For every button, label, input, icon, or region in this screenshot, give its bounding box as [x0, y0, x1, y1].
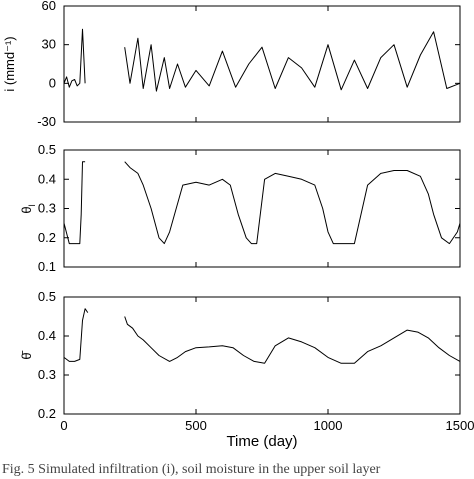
ylabel-middle: θl: [19, 204, 37, 213]
xtick-label: 1500: [446, 418, 474, 433]
xlabel: Time (day): [226, 433, 297, 450]
ticks-layer: -30 0 30 60 0.1 0.2 0.3 0.4 0.5 0.2 0.3 0.4 0.5 0 500 1…: [37, 0, 474, 433]
series-line-top: [63, 28, 461, 92]
ylabel-top: i (mmd⁻¹): [2, 36, 17, 91]
ytick-label-middle: 0.1: [38, 259, 56, 274]
svg-text:i (mmd⁻¹): i (mmd⁻¹): [2, 36, 17, 91]
ytick-label-bottom: 0.3: [38, 367, 56, 382]
ylabel-bottom: θ̄: [19, 350, 34, 359]
panel-frame-top: [63, 5, 461, 123]
ytick-label-middle: 0.4: [38, 171, 56, 186]
panel-frame-middle: [63, 149, 461, 268]
series-line-bottom: [63, 308, 461, 364]
xtick-label: 1000: [314, 418, 343, 433]
ytick-label-top: 30: [42, 37, 56, 52]
svg-text:θ̄: θ̄: [19, 350, 34, 359]
ylabel-middle-main: θ: [19, 206, 34, 213]
ytick-label-top: -30: [37, 114, 56, 129]
ylabel-middle-sub: l: [27, 204, 37, 206]
ytick-label-top: 60: [42, 0, 56, 13]
ytick-label-bottom: 0.2: [38, 406, 56, 421]
panel-frame-bottom: [63, 296, 461, 415]
ytick-label-middle: 0.3: [38, 201, 56, 216]
svg-text:θl: θl: [19, 204, 37, 213]
ytick-label-bottom: 0.5: [38, 289, 56, 304]
series-layer: [63, 28, 461, 364]
ytick-label-middle: 0.2: [38, 230, 56, 245]
figure-caption: Fig. 5 Simulated infiltration (i), soil …: [2, 462, 381, 477]
ytick-label-bottom: 0.4: [38, 328, 56, 343]
series-line-middle: [63, 161, 461, 245]
xtick-label: 500: [185, 418, 207, 433]
xtick-label: 0: [60, 418, 67, 433]
ytick-label-middle: 0.5: [38, 142, 56, 157]
ytick-label-top: 0: [49, 75, 56, 90]
